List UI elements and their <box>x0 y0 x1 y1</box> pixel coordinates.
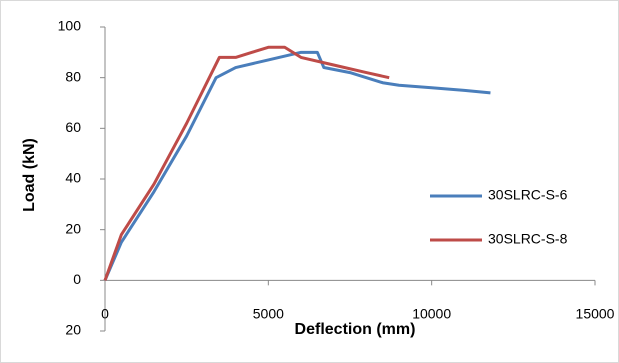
y-tick-label: 0 <box>73 271 81 287</box>
series-line <box>103 45 390 281</box>
legend-label: 30SLRC-S-8 <box>488 231 568 247</box>
y-axis-title: Load (kN) <box>21 138 38 212</box>
x-axis-title: Deflection (mm) <box>295 321 416 338</box>
x-tick-label: 10000 <box>412 306 451 322</box>
y-tick-label: 20 <box>65 220 81 236</box>
y-tick-label: 20 <box>65 322 81 338</box>
y-tick-label: 100 <box>58 18 82 34</box>
x-tick-label: 15000 <box>576 306 615 322</box>
x-tick-label: 0 <box>101 306 109 322</box>
legend-label: 30SLRC-S-6 <box>488 187 568 203</box>
y-tick-label: 60 <box>65 119 81 135</box>
x-tick-label: 5000 <box>253 306 284 322</box>
series-line <box>103 50 491 281</box>
y-tick-label: 40 <box>65 170 81 186</box>
y-tick-label: 80 <box>65 68 81 84</box>
